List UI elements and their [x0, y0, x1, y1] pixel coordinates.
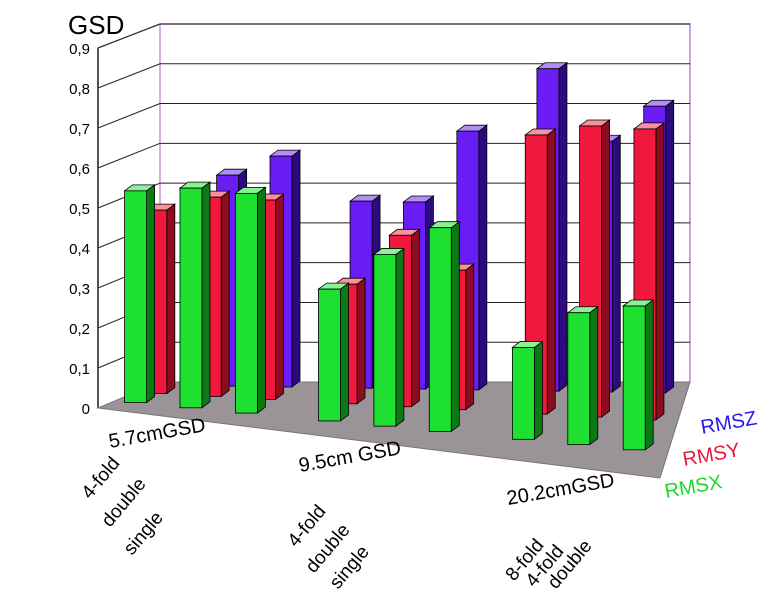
bar-side-rmsy — [465, 263, 475, 411]
bar-side-rmsx — [340, 282, 349, 422]
bar-rmsx — [622, 305, 646, 451]
bar-side-rmsx — [146, 184, 155, 404]
bar-rmsx — [179, 187, 203, 409]
gridline — [97, 103, 690, 129]
bar-side-rmsy — [655, 122, 665, 421]
bar-rmsx — [234, 192, 258, 414]
bar-rmsx — [428, 227, 452, 432]
gridline — [97, 23, 690, 49]
y-tick-label: 0,1 — [69, 361, 90, 378]
bar-side-rmsz — [558, 61, 568, 392]
gridline — [97, 63, 690, 89]
y-tick-label: 0,8 — [69, 81, 90, 98]
bar-side-rmsy — [410, 228, 420, 408]
y-tick-label: 0,6 — [69, 161, 90, 178]
legend-item: RMSX — [663, 471, 724, 503]
bar-side-rmsz — [665, 99, 675, 394]
y-tick-label: 0,3 — [69, 281, 90, 298]
bar-rmsx — [318, 288, 341, 422]
bar-side-rmsx — [589, 305, 599, 446]
gridline — [97, 142, 690, 169]
bar-rmsx — [373, 254, 397, 427]
bar-rmsx — [511, 347, 535, 440]
bar-side-rmsz — [611, 134, 621, 393]
y-tick-label: 0 — [82, 401, 90, 418]
bar-rmsx — [124, 190, 147, 403]
y-tick-label: 0,5 — [69, 201, 90, 218]
bar-rmsx — [567, 312, 591, 445]
gridline — [97, 182, 690, 209]
bar-side-rmsy — [275, 193, 284, 401]
y-tick-label: 0,7 — [69, 121, 90, 138]
bar-side-rmsy — [166, 203, 176, 395]
y-tick-label: 0,2 — [69, 321, 90, 338]
bar-side-rmsy — [356, 277, 366, 405]
y-tick-label: 0,9 — [69, 41, 90, 58]
group-label: 5.7cmGSD — [107, 414, 207, 453]
bar-side-rmsy — [546, 128, 556, 415]
bar-side-rmsz — [478, 124, 488, 391]
chart-title: GSD — [68, 10, 124, 40]
bar-side-rmsx — [256, 186, 266, 414]
y-tick-label: 0,4 — [69, 241, 90, 258]
bar-side-rmsx — [644, 299, 654, 451]
group-label: 20.2cmGSD — [505, 469, 616, 510]
legend-item: RMSY — [681, 439, 742, 471]
bar-side-rmsy — [601, 119, 610, 418]
bar-side-rmsx — [201, 181, 211, 409]
bar-side-rmsx — [395, 247, 405, 427]
y-tick-labels: 0 0,1 0,2 0,3 0,4 0,5 0,6 0,7 0,8 0,9 — [69, 41, 90, 418]
legend-item: RMSZ — [699, 407, 759, 439]
bars — [123, 61, 675, 451]
bar-side-rmsy — [220, 190, 230, 398]
bar-side-rmsx — [450, 220, 460, 433]
bar-side-rmsx — [533, 340, 543, 441]
group-label: 9.5cm GSD — [297, 437, 403, 477]
bar-side-rmsz — [291, 149, 301, 388]
